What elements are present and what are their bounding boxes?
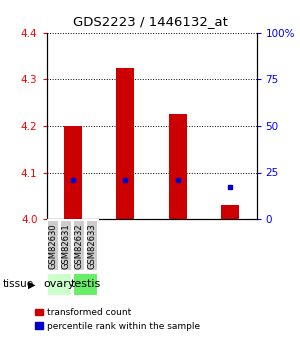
Text: GDS2223 / 1446132_at: GDS2223 / 1446132_at xyxy=(73,16,227,29)
Bar xyxy=(221,205,239,219)
Bar xyxy=(169,114,187,219)
Bar xyxy=(64,126,82,219)
Text: GSM82633: GSM82633 xyxy=(88,223,97,269)
Bar xyxy=(116,68,134,219)
Text: ovary: ovary xyxy=(44,279,75,289)
Legend: transformed count, percentile rank within the sample: transformed count, percentile rank withi… xyxy=(34,308,200,331)
Bar xyxy=(60,220,72,272)
Bar xyxy=(86,220,98,272)
Bar xyxy=(47,220,59,272)
Text: GSM82631: GSM82631 xyxy=(62,223,71,269)
Text: testis: testis xyxy=(71,279,101,289)
Text: ▶: ▶ xyxy=(28,279,35,289)
Bar xyxy=(73,220,86,272)
Bar xyxy=(47,273,72,296)
Text: GSM82630: GSM82630 xyxy=(49,223,58,269)
Bar xyxy=(73,273,98,296)
Text: tissue: tissue xyxy=(3,279,34,289)
Text: GSM82632: GSM82632 xyxy=(75,223,84,269)
